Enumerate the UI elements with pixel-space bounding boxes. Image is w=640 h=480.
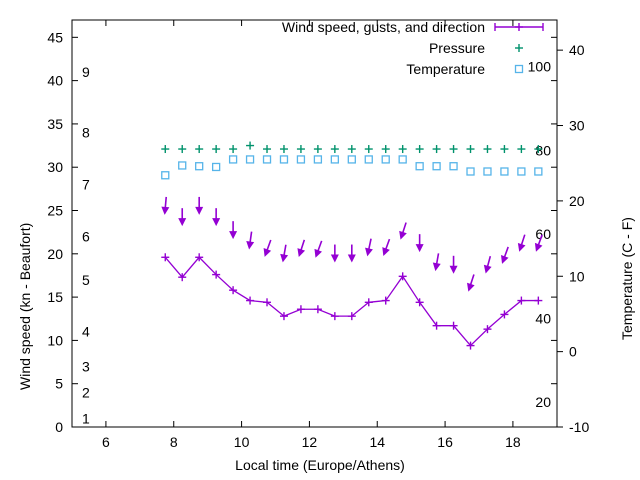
marker-square <box>449 162 458 171</box>
fahrenheit-label: 60 <box>535 226 551 242</box>
y-tick-label: 30 <box>47 159 63 175</box>
wind-direction-arrow <box>517 234 526 252</box>
wind-direction-arrow <box>382 238 391 257</box>
marker-square <box>415 162 424 171</box>
fahrenheit-label: 100 <box>528 59 552 75</box>
x-tick-label: 6 <box>102 434 110 450</box>
wind-direction-arrow <box>365 238 373 257</box>
fahrenheit-label: 80 <box>535 142 551 158</box>
plot-frame <box>71 19 558 428</box>
y2-tick-label: 30 <box>569 118 585 134</box>
legend-label: Temperature <box>406 61 485 77</box>
wind-direction-arrow <box>483 255 492 274</box>
marker-square <box>313 155 323 164</box>
marker-square <box>364 155 373 164</box>
marker-square <box>178 161 187 170</box>
x-tick-label: 10 <box>234 434 250 450</box>
y2-tick-label: 10 <box>569 268 585 284</box>
x-tick-label: 18 <box>505 434 521 450</box>
y2-tick-label: 0 <box>569 344 577 360</box>
wind-direction-arrow <box>280 244 289 263</box>
x-tick-label: 16 <box>437 434 453 450</box>
legend-label: Pressure <box>429 40 485 56</box>
y-tick-label: 25 <box>47 203 63 219</box>
fahrenheit-label: 20 <box>535 394 551 410</box>
marker-square <box>514 64 524 74</box>
y-tick-label: 10 <box>47 332 63 348</box>
x-tick-label: 8 <box>170 434 178 450</box>
x-tick-label: 14 <box>369 434 385 450</box>
y-tick-label: 15 <box>47 289 63 305</box>
wind-direction-arrow <box>314 240 323 258</box>
beaufort-label: 7 <box>82 177 90 193</box>
marker-square <box>245 155 255 164</box>
wind-direction-arrow <box>501 246 509 264</box>
marker-square <box>279 155 289 164</box>
wind-direction-arrow <box>161 196 170 215</box>
marker-square <box>161 171 170 180</box>
marker-square <box>398 155 407 164</box>
wind-direction-arrow <box>432 253 441 272</box>
wind-direction-arrow <box>467 274 475 292</box>
marker-square <box>517 167 526 176</box>
y-tick-label: 40 <box>47 73 63 89</box>
x-tick-label: 12 <box>302 434 318 450</box>
marker-square <box>483 167 492 176</box>
marker-square <box>195 162 204 171</box>
y-tick-label: 0 <box>55 419 63 435</box>
x-axis-title: Local time (Europe/Athens) <box>235 457 405 473</box>
beaufort-label: 6 <box>82 228 90 244</box>
wind-direction-arrow <box>347 244 356 263</box>
marker-square <box>381 155 390 164</box>
marker-square <box>296 155 306 164</box>
wind-speed-line <box>164 256 539 347</box>
beaufort-label: 2 <box>82 384 90 400</box>
beaufort-label: 8 <box>82 125 90 141</box>
marker-square <box>432 162 441 171</box>
wind-direction-arrow <box>415 234 424 253</box>
y-tick-label: 20 <box>47 246 63 262</box>
wind-direction-arrow <box>297 239 306 258</box>
beaufort-label: 5 <box>82 272 90 288</box>
beaufort-label: 4 <box>82 324 90 340</box>
y-tick-label: 45 <box>47 29 63 45</box>
marker-square <box>500 167 509 176</box>
wind-direction-arrow <box>178 208 187 227</box>
marker-square <box>211 162 221 172</box>
beaufort-label: 3 <box>82 358 90 374</box>
wind-direction-arrow <box>246 231 255 250</box>
legend-label: Wind speed, gusts, and direction <box>282 19 485 35</box>
y2-tick-label: -10 <box>569 419 589 435</box>
wind-direction-arrow <box>330 244 339 263</box>
marker-square <box>534 167 543 176</box>
beaufort-label: 9 <box>82 64 90 80</box>
y2-tick-label: 40 <box>569 42 585 58</box>
marker-square <box>262 155 272 164</box>
wind-direction-arrow <box>263 239 272 257</box>
y-tick-label: 5 <box>55 376 63 392</box>
y2-tick-label: 20 <box>569 193 585 209</box>
wind-direction-arrow <box>399 222 407 240</box>
wind-direction-arrow <box>534 234 543 252</box>
marker-square <box>466 167 475 176</box>
marker-square <box>228 155 238 164</box>
wind-direction-arrow <box>195 196 204 215</box>
beaufort-label: 1 <box>82 410 90 426</box>
wind-direction-arrow <box>229 221 238 240</box>
marker-square <box>330 155 339 164</box>
marker-square <box>347 155 356 164</box>
y-tick-label: 35 <box>47 116 63 132</box>
wind-direction-arrow <box>449 255 458 274</box>
wind-direction-arrow <box>212 208 221 227</box>
fahrenheit-label: 40 <box>535 310 551 326</box>
